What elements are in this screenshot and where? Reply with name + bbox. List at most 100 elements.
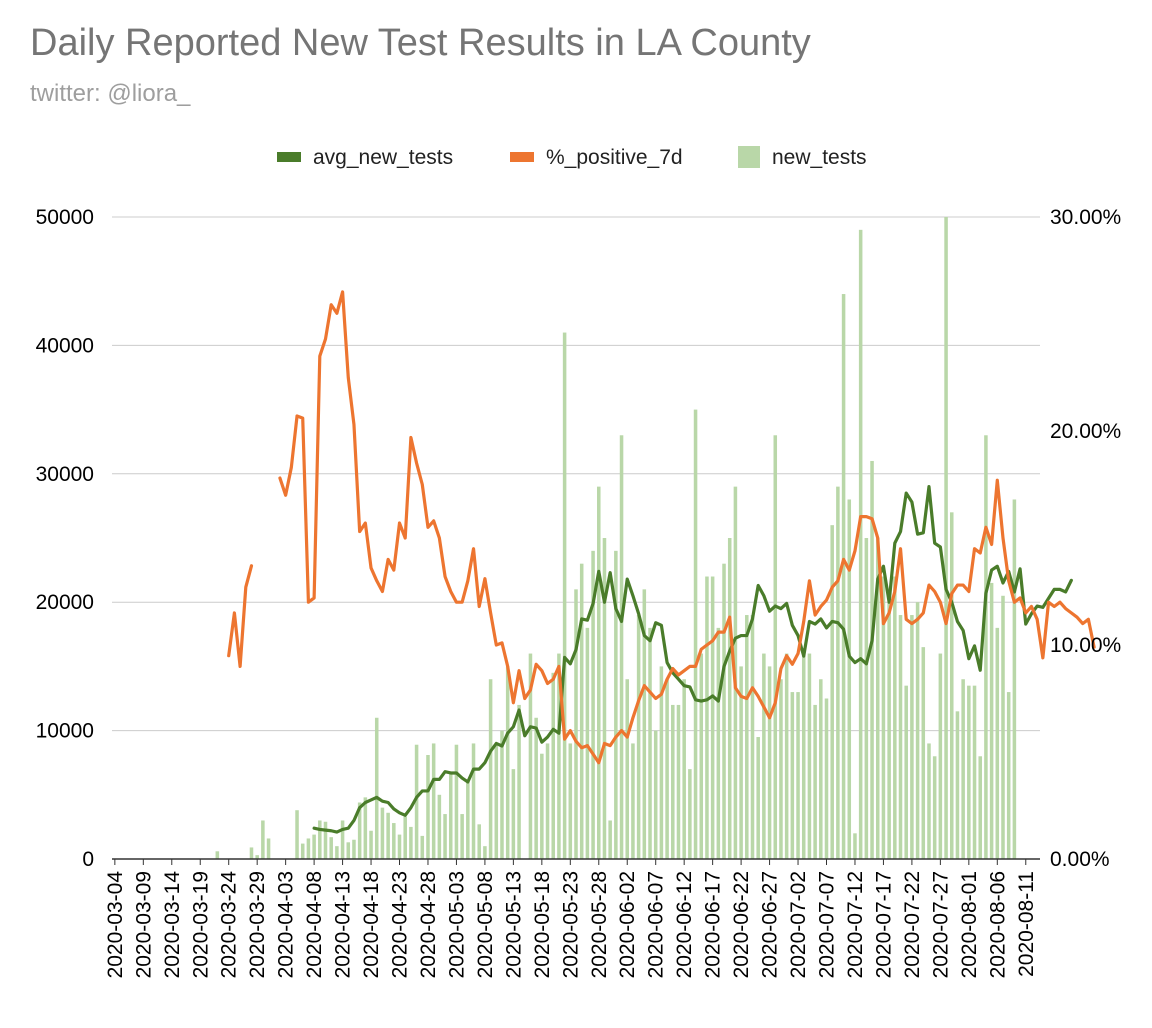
new-tests-bar bbox=[1012, 499, 1017, 859]
x-tick-label: 2020-05-28 bbox=[588, 871, 611, 978]
new-tests-bar bbox=[648, 627, 652, 859]
x-tick-label: 2020-05-03 bbox=[445, 871, 468, 978]
new-tests-bar bbox=[984, 435, 988, 859]
left-tick-label: 20000 bbox=[36, 591, 94, 614]
new-tests-bar bbox=[693, 409, 698, 859]
legend-label-new-tests: new_tests bbox=[772, 146, 867, 169]
x-tick-label: 2020-04-03 bbox=[275, 871, 298, 978]
new-tests-bar bbox=[967, 685, 971, 859]
new-tests-bar bbox=[625, 679, 629, 859]
new-tests-bar bbox=[357, 802, 362, 859]
new-tests-bar bbox=[614, 550, 618, 859]
new-tests-bar bbox=[944, 217, 948, 859]
new-tests-bar bbox=[511, 769, 516, 859]
new-tests-bar bbox=[819, 679, 823, 859]
new-tests-bar bbox=[574, 589, 578, 859]
new-tests-bar bbox=[813, 704, 817, 859]
new-tests-bar bbox=[699, 653, 704, 859]
new-tests-bar bbox=[767, 666, 772, 859]
new-tests-bar bbox=[921, 647, 926, 859]
new-tests-bar bbox=[249, 847, 254, 859]
new-tests-bar bbox=[414, 744, 419, 859]
new-tests-bar bbox=[374, 717, 379, 859]
new-tests-bar bbox=[995, 627, 1000, 859]
new-tests-bar bbox=[665, 679, 669, 859]
positive-7d-line bbox=[227, 290, 1096, 765]
new-tests-bar bbox=[898, 615, 903, 859]
x-tick-label: 2020-07-02 bbox=[787, 871, 810, 978]
chart-title: Daily Reported New Test Results in LA Co… bbox=[30, 22, 811, 64]
new-tests-bar bbox=[335, 846, 339, 859]
new-tests-bar bbox=[352, 839, 356, 859]
new-tests-bar bbox=[300, 843, 305, 859]
new-tests-bar bbox=[858, 229, 863, 860]
new-tests-bar bbox=[380, 807, 385, 859]
new-tests-bar bbox=[466, 781, 470, 859]
new-tests-bar bbox=[739, 666, 743, 859]
legend: avg_new_tests %_positive_7d new_tests bbox=[277, 146, 867, 169]
new-tests-bar bbox=[927, 743, 931, 859]
x-tick-label: 2020-03-04 bbox=[104, 871, 127, 979]
new-tests-bar bbox=[266, 838, 271, 859]
x-tick-label: 2020-06-07 bbox=[645, 871, 668, 978]
legend-swatch-positive-7d bbox=[510, 152, 534, 162]
chart-subtitle: twitter: @liora_ bbox=[30, 80, 191, 107]
new-tests-bar bbox=[671, 704, 675, 859]
new-tests-bar bbox=[306, 838, 311, 859]
left-tick-label: 10000 bbox=[36, 720, 94, 743]
new-tests-bar bbox=[910, 615, 914, 859]
new-tests-bar bbox=[870, 460, 874, 859]
x-tick-label: 2020-07-27 bbox=[929, 871, 952, 978]
new-tests-bar bbox=[682, 679, 686, 859]
new-tests-bar bbox=[904, 685, 908, 859]
x-tick-label: 2020-07-17 bbox=[872, 871, 895, 978]
new-tests-bar bbox=[426, 755, 430, 859]
x-tick-label: 2020-06-27 bbox=[759, 871, 782, 978]
new-tests-bar bbox=[705, 576, 709, 859]
x-tick-label: 2020-03-09 bbox=[132, 871, 155, 978]
new-tests-bar bbox=[397, 834, 402, 859]
new-tests-bar bbox=[864, 538, 869, 859]
new-tests-bar bbox=[534, 717, 538, 859]
new-tests-bar bbox=[710, 576, 715, 859]
left-tick-label: 40000 bbox=[36, 334, 94, 357]
new-tests-bar bbox=[557, 653, 561, 859]
x-tick-label: 2020-07-07 bbox=[816, 871, 839, 978]
x-tick-label: 2020-04-08 bbox=[303, 871, 326, 978]
new-tests-bar bbox=[443, 814, 447, 859]
new-tests-bar bbox=[545, 743, 550, 859]
new-tests-bar bbox=[528, 653, 533, 859]
new-tests-bar bbox=[688, 769, 692, 859]
new-tests-bar bbox=[841, 294, 846, 859]
new-tests-bar bbox=[875, 538, 880, 859]
new-tests-bar bbox=[653, 730, 658, 859]
right-tick-label: 0.00% bbox=[1050, 848, 1110, 871]
x-tick-label: 2020-03-19 bbox=[189, 871, 212, 978]
new-tests-bar bbox=[790, 692, 795, 859]
new-tests-bar bbox=[887, 602, 891, 859]
x-tick-label: 2020-04-18 bbox=[360, 871, 383, 978]
x-tick-label: 2020-04-13 bbox=[332, 871, 355, 978]
new-tests-bar bbox=[363, 797, 368, 859]
new-tests-bar bbox=[881, 576, 886, 859]
new-tests-bar bbox=[517, 704, 521, 859]
x-tick-label: 2020-06-22 bbox=[730, 871, 753, 978]
new-tests-bar bbox=[807, 653, 812, 859]
new-tests-bar bbox=[369, 830, 373, 859]
new-tests-bar bbox=[932, 756, 937, 859]
x-tick-label: 2020-03-14 bbox=[161, 871, 184, 979]
x-tick-label: 2020-05-08 bbox=[474, 871, 497, 978]
new-tests-bar bbox=[340, 820, 345, 859]
x-tick-label: 2020-04-23 bbox=[389, 871, 412, 978]
new-tests-bar bbox=[989, 582, 994, 859]
legend-swatch-avg-new-tests bbox=[277, 152, 301, 162]
new-tests-bar bbox=[961, 679, 965, 859]
new-tests-bar bbox=[471, 743, 476, 859]
series-lines bbox=[227, 290, 1096, 834]
new-tests-bar bbox=[591, 550, 595, 859]
x-tick-label: 2020-08-06 bbox=[986, 871, 1009, 978]
new-tests-bar bbox=[636, 615, 641, 859]
new-tests-bar bbox=[1001, 595, 1005, 859]
new-tests-bars bbox=[215, 217, 1017, 860]
new-tests-bar bbox=[318, 820, 322, 859]
